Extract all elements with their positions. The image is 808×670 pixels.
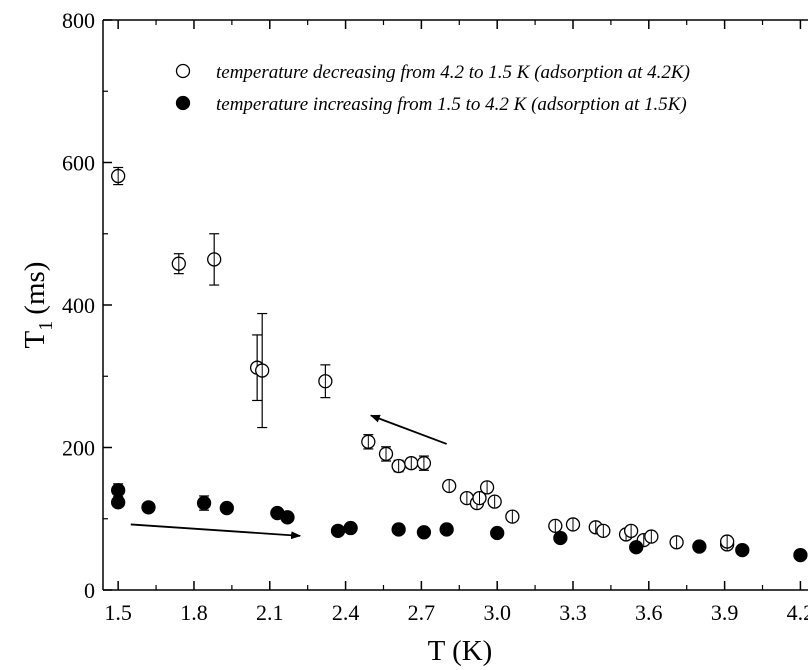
data-point bbox=[629, 540, 644, 555]
legend: temperature decreasing from 4.2 to 1.5 K… bbox=[175, 62, 690, 115]
y-tick-label: 600 bbox=[62, 151, 95, 176]
annotation-arrow bbox=[369, 414, 447, 445]
y-tick-label: 400 bbox=[62, 293, 95, 318]
y-tick-label: 0 bbox=[84, 578, 95, 603]
data-point bbox=[439, 522, 454, 537]
data-point bbox=[416, 525, 432, 540]
x-tick-label: 3.9 bbox=[711, 600, 739, 625]
data-point bbox=[111, 483, 126, 498]
x-tick-label: 1.8 bbox=[180, 600, 208, 625]
x-tick-label: 3.6 bbox=[635, 600, 663, 625]
axes: 1.5 1.8 2.1 2.4 2.7 3.0 3.3 3.6 3.9 4.2 0 200 400 600… bbox=[62, 8, 808, 625]
x-tick-label: 2.1 bbox=[256, 600, 284, 625]
data-point bbox=[735, 542, 750, 558]
y-axis-label: T1 (ms) bbox=[19, 262, 57, 349]
legend-label: temperature increasing from 1.5 to 4.2 K… bbox=[216, 94, 687, 115]
data-point bbox=[141, 500, 156, 515]
y-tick-label: 200 bbox=[62, 436, 95, 461]
series-1 bbox=[111, 166, 735, 552]
data-point bbox=[692, 539, 707, 554]
x-tick-label: 3.0 bbox=[483, 600, 511, 625]
data-point bbox=[490, 525, 505, 541]
x-axis-label: T (K) bbox=[428, 635, 493, 667]
legend-series-suffix: (adsorption at 1.5K) bbox=[531, 94, 687, 115]
x-tick-label: 4.2 bbox=[787, 600, 808, 625]
x-tick-label: 2.4 bbox=[332, 600, 360, 625]
x-tick-label: 1.5 bbox=[104, 600, 132, 625]
y-axis-label-unit: (ms) bbox=[19, 262, 51, 315]
data-point bbox=[196, 495, 212, 511]
y-axis-label-main: T bbox=[19, 330, 51, 348]
y-axis-label-subscript: 1 bbox=[35, 321, 57, 331]
y-tick-label: 800 bbox=[62, 8, 95, 33]
legend-marker bbox=[175, 95, 191, 111]
data-point bbox=[111, 495, 126, 510]
legend-label: temperature decreasing from 4.2 to 1.5 K… bbox=[216, 62, 690, 83]
legend-series-name: temperature decreasing from 4.2 to 1.5 K bbox=[216, 62, 534, 83]
data-point bbox=[391, 522, 406, 537]
data-marks bbox=[111, 166, 808, 563]
legend-series-suffix: (adsorption at 4.2K) bbox=[534, 62, 690, 83]
data-point bbox=[330, 523, 346, 539]
x-tick-label: 3.3 bbox=[559, 600, 587, 625]
legend-series-name: temperature increasing from 1.5 to 4.2 K bbox=[216, 94, 531, 115]
legend-marker bbox=[175, 63, 191, 79]
data-point bbox=[280, 510, 295, 525]
data-point bbox=[793, 547, 808, 563]
data-point bbox=[343, 520, 358, 536]
data-point bbox=[553, 530, 568, 546]
annotation-arrow bbox=[130, 523, 302, 540]
series-2 bbox=[111, 483, 808, 563]
x-tick-label: 2.7 bbox=[408, 600, 436, 625]
data-point bbox=[219, 500, 234, 516]
